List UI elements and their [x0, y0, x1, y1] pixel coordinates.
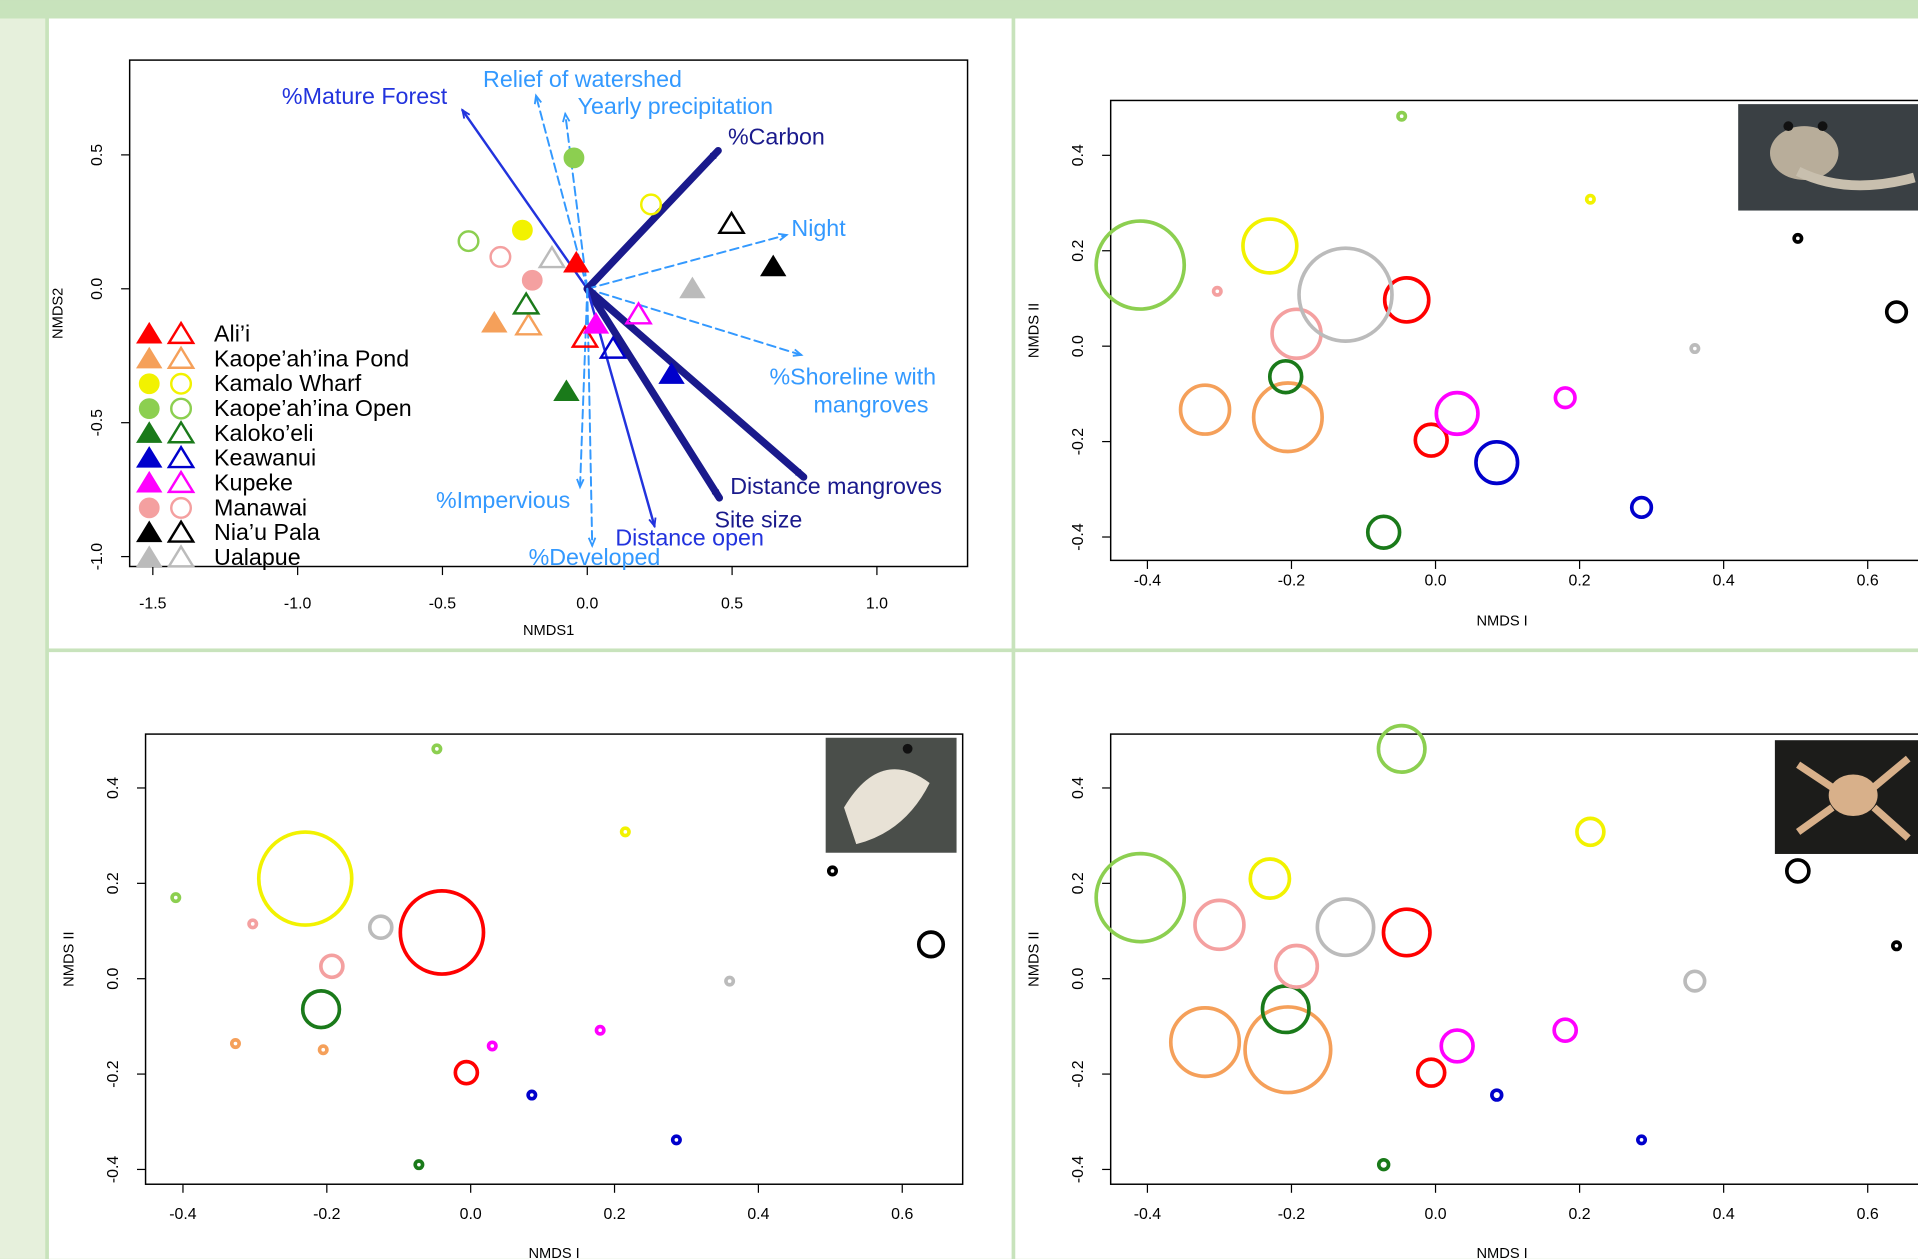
- x-tick-label: -1.0: [284, 596, 312, 613]
- x-axis-title: NMDS1: [523, 623, 574, 639]
- y-tick-label: -0.4: [105, 1156, 122, 1184]
- x-tick-label: 0.0: [1424, 1206, 1446, 1223]
- vector-label: Relief of watershed: [483, 66, 682, 92]
- y-tick-label: 0.0: [105, 968, 122, 990]
- y-tick-label: 0.2: [1070, 872, 1087, 894]
- legend-label: Kupeke: [214, 469, 293, 495]
- photo-inset: [826, 738, 957, 853]
- x-tick-label: 0.2: [1569, 1206, 1591, 1223]
- x-tick-label: 0.4: [747, 1206, 769, 1223]
- y-axis-title: NMDS II: [62, 931, 78, 986]
- x-tick-label: 0.0: [1424, 572, 1446, 589]
- y-tick-label: -0.2: [105, 1060, 122, 1088]
- y-tick-label: -1.0: [89, 543, 106, 571]
- y-tick-label: 0.0: [1070, 968, 1087, 990]
- y-tick-label: 0.2: [1070, 240, 1087, 262]
- legend-label: Kamalo Wharf: [214, 370, 362, 396]
- y-tick-label: 0.2: [105, 872, 122, 894]
- vector-label: Yearly precipitation: [578, 93, 773, 119]
- x-axis-title: NMDS I: [1476, 1246, 1527, 1259]
- left-strip: [0, 19, 45, 1259]
- point: [513, 220, 533, 240]
- x-tick-label: -0.2: [1278, 1206, 1306, 1223]
- vector-label: %Shoreline with: [770, 363, 937, 389]
- x-tick-label: -0.4: [1134, 1206, 1162, 1223]
- y-tick-label: -0.4: [1070, 1156, 1087, 1184]
- y-axis-title: NMDS II: [1027, 931, 1043, 986]
- x-tick-label: 0.0: [460, 1206, 482, 1223]
- x-tick-label: -0.2: [313, 1206, 341, 1223]
- legend-symbol: [139, 399, 159, 419]
- x-tick-label: -1.5: [139, 596, 167, 613]
- page: -1.5 -1.0 -0.5 0.0 0.5 1.0 0.5 0.0 -0.5 -1.0 NMDS1…: [0, 0, 1918, 1259]
- x-tick-label: 0.6: [891, 1206, 913, 1223]
- legend-label: Nia’u Pala: [214, 519, 320, 545]
- y-tick-label: 0.0: [89, 278, 106, 300]
- x-tick-label: -0.4: [169, 1206, 197, 1223]
- legend-label: Manawai: [214, 494, 307, 520]
- y-tick-label: -0.5: [89, 409, 106, 437]
- vector-label: mangroves: [814, 391, 929, 417]
- y-tick-label: -0.4: [1070, 523, 1087, 551]
- figure: -1.5 -1.0 -0.5 0.0 0.5 1.0 0.5 0.0 -0.5 -1.0 NMDS1…: [0, 0, 1918, 1259]
- y-axis-title: NMDS2: [51, 288, 67, 339]
- y-tick-label: 0.4: [1070, 144, 1087, 166]
- y-tick-label: -0.2: [1070, 428, 1087, 456]
- legend-label: Ualapue: [214, 544, 301, 570]
- x-tick-label: 0.5: [721, 596, 743, 613]
- x-tick-label: 1.0: [866, 596, 888, 613]
- point: [564, 148, 584, 168]
- y-tick-label: -0.2: [1070, 1060, 1087, 1088]
- x-tick-label: 0.2: [603, 1206, 625, 1223]
- x-tick-label: 0.6: [1857, 1206, 1879, 1223]
- vector-label: %Carbon: [728, 124, 825, 150]
- x-axis-title: NMDS I: [528, 1246, 579, 1259]
- legend-label: Kaope’ah’ina Open: [214, 395, 412, 421]
- y-tick-label: 0.4: [105, 777, 122, 799]
- legend-symbol: [139, 498, 159, 518]
- y-axis-title: NMDS II: [1027, 303, 1043, 358]
- vector-label: %Mature Forest: [282, 83, 448, 109]
- x-tick-label: 0.6: [1857, 572, 1879, 589]
- legend-label: Ali’i: [214, 320, 250, 346]
- vector-label: %Impervious: [436, 487, 570, 513]
- legend-label: Kaloko’eli: [214, 420, 313, 446]
- x-tick-label: 0.4: [1713, 1206, 1735, 1223]
- x-tick-label: -0.4: [1134, 572, 1162, 589]
- vector-label: Distance mangroves: [730, 473, 942, 499]
- photo-inset: [1775, 740, 1918, 854]
- legend-label: Kaope’ah’ina Pond: [214, 345, 409, 371]
- y-tick-label: 0.0: [1070, 335, 1087, 357]
- x-axis-title: NMDS I: [1476, 613, 1527, 629]
- x-tick-label: 0.2: [1569, 572, 1591, 589]
- y-tick-label: 0.5: [89, 144, 106, 166]
- x-tick-label: 0.0: [576, 596, 598, 613]
- vector-label: Night: [791, 215, 846, 241]
- x-tick-label: -0.2: [1278, 572, 1306, 589]
- vector-label: %Developed: [529, 544, 661, 570]
- legend-symbol: [139, 374, 159, 394]
- legend-label: Keawanui: [214, 445, 316, 471]
- point: [522, 270, 542, 290]
- x-tick-label: 0.4: [1713, 572, 1735, 589]
- photo-inset: [1738, 104, 1918, 210]
- y-tick-label: 0.4: [1070, 777, 1087, 799]
- x-tick-label: -0.5: [429, 596, 457, 613]
